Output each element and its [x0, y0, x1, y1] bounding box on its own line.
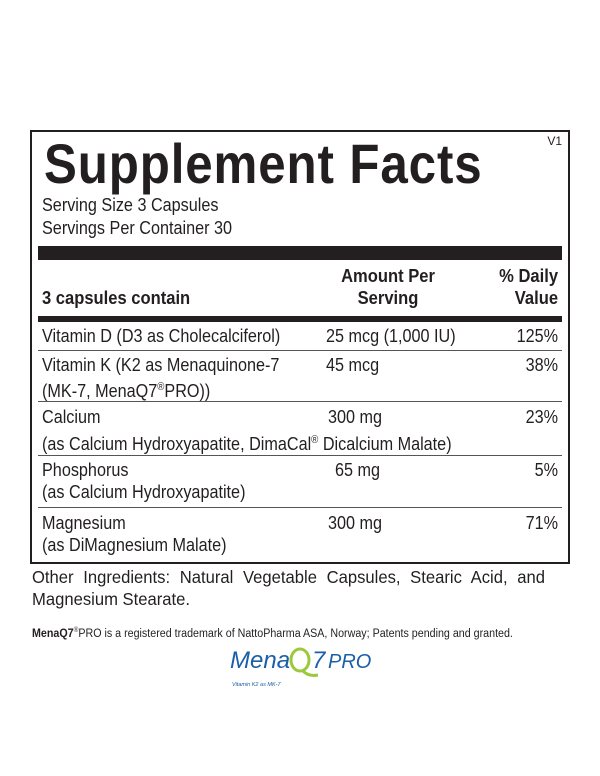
- logo-tagline: Vitamin K2 as MK-7: [232, 682, 281, 688]
- other-ingredients: Other Ingredients: Natural Vegetable Cap…: [32, 567, 545, 609]
- nutrient-dv: 38%: [525, 355, 558, 375]
- header-amount-2: Serving: [357, 288, 419, 308]
- version-label: V1: [547, 134, 562, 148]
- nutrient-dv: 5%: [534, 460, 558, 480]
- nutrient-name: Calcium: [42, 407, 101, 427]
- menaq7-pro-logo: Mena 7 PRO Vitamin K2 as MK-7: [228, 644, 378, 690]
- source-text: PRO)): [164, 381, 211, 401]
- serving-size: Serving Size 3 Capsules: [42, 195, 219, 215]
- registered-mark: ®: [73, 627, 79, 634]
- nutrient-dv: 71%: [525, 513, 558, 533]
- logo-q-ring: [289, 647, 311, 673]
- nutrient-source: (as Calcium Hydroxyapatite, DimaCal® Dic…: [42, 429, 452, 455]
- footnote-text: PRO is a registered trademark of NattoPh…: [78, 627, 513, 640]
- nutrient-source: (as DiMagnesium Malate): [42, 535, 227, 555]
- nutrient-name: Phosphorus: [42, 460, 129, 480]
- nutrient-name: Magnesium: [42, 513, 126, 533]
- registered-mark: ®: [311, 434, 319, 446]
- logo-text-pro: PRO: [328, 651, 371, 673]
- row-divider: [38, 455, 562, 456]
- source-text: (MK-7, MenaQ7: [42, 381, 158, 401]
- nutrient-amount: 65 mg: [335, 460, 381, 480]
- nutrient-source: (MK-7, MenaQ7®PRO)): [42, 376, 210, 402]
- nutrient-name: Vitamin D (D3 as Cholecalciferol): [42, 326, 281, 346]
- footnote-brand: MenaQ7: [32, 627, 74, 640]
- logo-text-7: 7: [312, 647, 327, 674]
- nutrient-dv: 23%: [525, 407, 558, 427]
- row-divider: [38, 350, 562, 351]
- nutrient-amount: 300 mg: [328, 513, 383, 533]
- nutrient-amount: 45 mcg: [326, 355, 380, 375]
- servings-per-container: Servings Per Container 30: [42, 218, 233, 238]
- medium-divider: [38, 316, 562, 322]
- row-divider: [38, 401, 562, 402]
- nutrient-name: Vitamin K (K2 as Menaquinone-7: [42, 355, 280, 375]
- header-dv-1: % Daily: [499, 266, 558, 286]
- registered-mark: ®: [157, 381, 165, 393]
- supplement-facts-panel: Supplement Facts V1 Serving Size 3 Capsu…: [30, 130, 570, 564]
- nutrient-amount: 300 mg: [328, 407, 383, 427]
- thick-divider: [38, 246, 562, 260]
- logo-text-mena: Mena: [230, 647, 290, 674]
- header-dv-2: Value: [514, 288, 558, 308]
- nutrient-dv: 125%: [516, 326, 558, 346]
- nutrient-source: (as Calcium Hydroxyapatite): [42, 482, 246, 502]
- source-text: (as Calcium Hydroxyapatite, DimaCal: [42, 434, 312, 454]
- logo-graphic: Mena 7 PRO Vitamin K2 as MK-7: [230, 647, 371, 688]
- trademark-footnote: MenaQ7®PRO is a registered trademark of …: [32, 627, 513, 640]
- header-contains: 3 capsules contain: [42, 288, 191, 308]
- source-text: Dicalcium Malate): [318, 434, 452, 454]
- row-divider: [38, 507, 562, 508]
- nutrient-amount: 25 mcg (1,000 IU): [326, 326, 456, 346]
- panel-title: Supplement Facts: [44, 132, 483, 195]
- header-amount-1: Amount Per: [341, 266, 435, 286]
- logo-q-tail: [300, 668, 319, 677]
